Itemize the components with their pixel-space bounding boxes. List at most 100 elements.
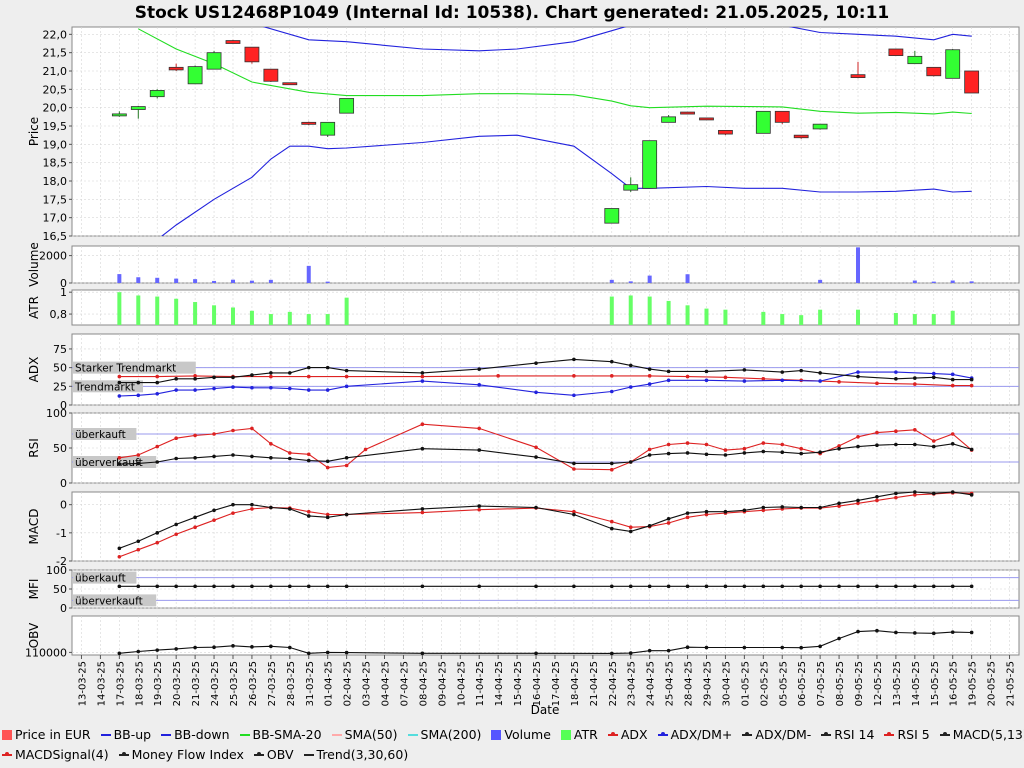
dm-minus-line-point xyxy=(969,377,974,382)
legend-label: MACD(5,13) xyxy=(952,727,1024,742)
adx-strong-trend-label: Starker Trendmarkt xyxy=(75,363,176,375)
mfi-line-point xyxy=(193,584,197,589)
adx-line-point xyxy=(875,381,879,386)
adx-tick-label: 75 xyxy=(53,343,67,356)
dm-plus-line-point xyxy=(325,388,330,392)
macd-line-point xyxy=(818,505,822,510)
atr-bar xyxy=(287,311,292,325)
dm-plus-line-point xyxy=(572,393,576,398)
x-tick-label: 08-05-25 xyxy=(835,661,846,706)
macd-line-point xyxy=(913,490,917,494)
rsi-oversold-label-bg xyxy=(73,456,157,468)
macd-signal-line-point xyxy=(609,519,614,524)
macd-signal-line-point xyxy=(325,512,330,517)
dm-plus-line-point xyxy=(250,386,254,390)
mfi-line-point xyxy=(685,584,690,589)
atr-bar xyxy=(723,309,728,325)
x-tick-label: 19-03-25 xyxy=(153,661,164,706)
adx-line-point xyxy=(572,374,576,378)
candle-body xyxy=(661,116,677,123)
atr-bar xyxy=(950,310,955,325)
dm-minus-line-point xyxy=(193,377,197,381)
legend-swatch xyxy=(2,730,12,740)
macd-line-point xyxy=(534,505,538,510)
macd-line-point xyxy=(117,546,122,551)
candle-body xyxy=(111,113,127,117)
rsi14-line-point xyxy=(609,461,614,466)
dm-minus-line-point xyxy=(913,376,917,380)
macd-signal-line-point xyxy=(231,511,235,515)
macd-line-point xyxy=(231,502,235,507)
price-tick-label: 18,5 xyxy=(43,157,68,170)
mfi-line-point xyxy=(306,584,311,589)
rsi5-line-point xyxy=(212,432,216,436)
rsi14-line-point xyxy=(212,454,216,459)
x-tick-label: 22-04-25 xyxy=(608,661,619,706)
x-tick-label: 18-04-25 xyxy=(570,661,581,706)
macd-signal-line-point xyxy=(894,495,898,500)
dm-minus-line-point xyxy=(155,380,160,385)
bb-sma-line xyxy=(138,28,972,115)
legend-label: ATR xyxy=(573,727,598,742)
atr-bar xyxy=(155,296,160,325)
dm-minus-line-point xyxy=(344,368,349,373)
volume-tick-label: 2000 xyxy=(39,250,67,263)
dm-plus-line-point xyxy=(818,379,822,383)
rsi-overbought-label: überkauft xyxy=(75,429,126,441)
obv-line-point xyxy=(288,645,292,650)
price-tick-label: 21,0 xyxy=(43,65,68,78)
candle-body xyxy=(774,110,790,123)
macd-y-label: MACD xyxy=(27,509,41,545)
mfi-tick-label: 0 xyxy=(60,602,67,615)
rsi14-line-point xyxy=(818,450,822,455)
x-tick-label: 12-05-25 xyxy=(873,661,884,706)
x-tick-label: 14-03-25 xyxy=(96,661,107,706)
x-tick-label: 15-04-25 xyxy=(513,661,524,706)
legend-item: Price in EUR xyxy=(2,727,91,742)
rsi5-line-point xyxy=(723,448,728,452)
mfi-line-point xyxy=(647,584,652,589)
x-tick-label: 15-05-25 xyxy=(930,661,941,706)
dm-plus-line-point xyxy=(856,370,860,374)
rsi5-line-point xyxy=(477,426,482,431)
volume-bar xyxy=(931,281,936,283)
volume-bar xyxy=(212,280,217,283)
macd-line-point xyxy=(477,504,482,508)
x-tick-label: 24-03-25 xyxy=(210,661,221,706)
dm-plus-line-point xyxy=(136,393,141,398)
macd-line-point xyxy=(666,516,671,521)
candle-body xyxy=(926,66,942,77)
legend-swatch xyxy=(2,752,12,756)
atr-bar xyxy=(344,297,349,325)
volume-bar xyxy=(856,247,861,283)
legend-label: ADX/DM- xyxy=(755,727,812,742)
volume-bar xyxy=(969,281,974,283)
adx-line-point xyxy=(496,374,500,378)
mfi-line-point xyxy=(837,584,841,589)
rsi14-line-point xyxy=(723,453,728,457)
obv-line-point xyxy=(344,650,349,655)
obv-line-point xyxy=(193,645,197,650)
legend-swatch xyxy=(118,752,129,756)
atr-bar xyxy=(249,310,254,325)
macd-line-point xyxy=(288,507,292,511)
candle-body xyxy=(680,111,695,115)
x-tick-label: 16-04-25 xyxy=(532,661,543,706)
legend-swatch xyxy=(161,734,172,736)
candle-body xyxy=(263,68,279,82)
atr-bar xyxy=(931,314,936,325)
rsi5-line-point xyxy=(155,444,160,449)
macd-line-point xyxy=(250,502,254,507)
macd-line-point xyxy=(780,505,785,509)
obv-line-point xyxy=(117,651,122,656)
dm-minus-line-point xyxy=(894,377,898,381)
macd-line-point xyxy=(837,501,841,506)
dm-minus-line-point xyxy=(534,361,538,365)
rsi14-line-point xyxy=(780,450,785,455)
rsi-oversold-label: überverkauft xyxy=(75,457,143,469)
macd-line-point xyxy=(931,491,936,496)
mfi-line-point xyxy=(269,584,273,589)
legend-label: BB-down xyxy=(174,727,230,742)
dm-plus-line-point xyxy=(212,386,216,391)
rsi5-line-point xyxy=(344,463,349,468)
